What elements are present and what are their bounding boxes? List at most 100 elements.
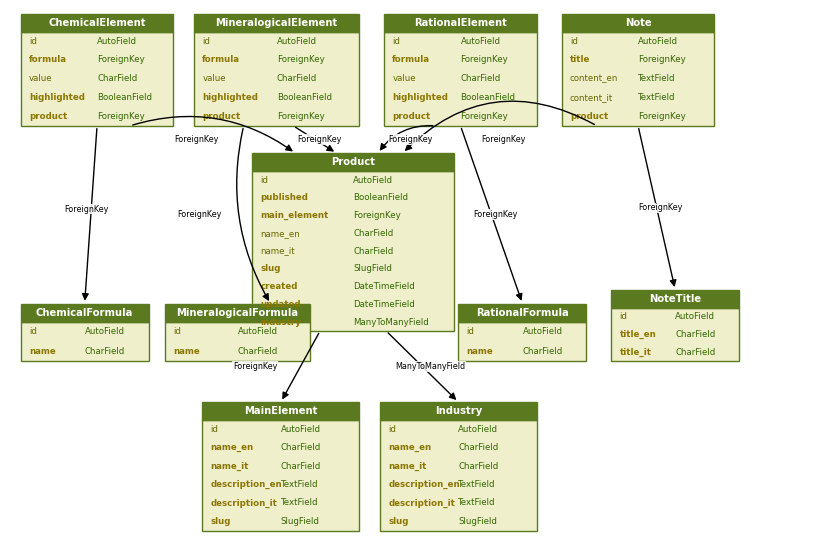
Text: created: created	[260, 282, 297, 291]
Text: id: id	[620, 312, 628, 321]
Text: name_it: name_it	[388, 462, 426, 471]
Text: AutoField: AutoField	[461, 37, 501, 45]
Text: TextField: TextField	[638, 74, 676, 83]
Text: name_en: name_en	[260, 229, 300, 238]
Text: Industry: Industry	[434, 406, 482, 416]
Text: ForeignKey: ForeignKey	[389, 135, 433, 144]
Text: ForeignKey: ForeignKey	[297, 135, 341, 144]
Text: DateTimeField: DateTimeField	[354, 300, 415, 309]
Text: ChemicalFormula: ChemicalFormula	[36, 307, 133, 318]
Text: id: id	[173, 327, 182, 336]
Text: AutoField: AutoField	[85, 327, 125, 336]
Text: ForeignKey: ForeignKey	[64, 205, 109, 214]
Text: TextField: TextField	[281, 480, 318, 489]
Text: TextField: TextField	[638, 93, 676, 102]
Bar	[21, 322, 149, 361]
Bar	[252, 153, 454, 171]
Text: MineralogicalElement: MineralogicalElement	[216, 18, 338, 28]
Text: id: id	[388, 425, 396, 434]
Text: ForeignKey: ForeignKey	[97, 55, 145, 65]
Text: CharField: CharField	[97, 74, 137, 83]
Bar	[380, 402, 537, 420]
Text: AutoField: AutoField	[638, 37, 678, 45]
Text: formula: formula	[29, 55, 67, 65]
Text: description_en: description_en	[211, 480, 282, 489]
Text: ManyToManyField: ManyToManyField	[396, 362, 466, 371]
Text: CharField: CharField	[461, 74, 501, 83]
Bar	[21, 304, 149, 322]
Text: Product: Product	[331, 157, 375, 167]
Bar	[21, 32, 173, 126]
Text: name: name	[173, 347, 200, 356]
Text: highlighted: highlighted	[29, 93, 85, 102]
Text: CharField: CharField	[523, 347, 563, 356]
Text: BooleanField: BooleanField	[461, 93, 515, 102]
Bar	[611, 290, 739, 308]
Text: CharField: CharField	[281, 443, 321, 452]
Text: id: id	[392, 37, 401, 45]
Text: main_element: main_element	[260, 211, 329, 220]
Text: value: value	[392, 74, 416, 83]
Text: slug: slug	[260, 264, 281, 274]
Text: AutoField: AutoField	[676, 312, 715, 321]
Text: ForeignKey: ForeignKey	[354, 211, 401, 220]
Text: RationalFormula: RationalFormula	[476, 307, 569, 318]
Text: TextField: TextField	[458, 480, 496, 489]
Bar	[194, 14, 359, 32]
Text: id: id	[260, 176, 268, 184]
Text: AutoField: AutoField	[97, 37, 137, 45]
Text: ForeignKey: ForeignKey	[482, 135, 526, 144]
Text: name_it: name_it	[211, 462, 249, 471]
Text: CharField: CharField	[354, 247, 393, 255]
Text: ForeignKey: ForeignKey	[97, 112, 145, 121]
Text: AutoField: AutoField	[354, 176, 393, 184]
Text: industry: industry	[260, 318, 301, 327]
Text: AutoField: AutoField	[523, 327, 563, 336]
Text: value: value	[29, 74, 53, 83]
Text: CharField: CharField	[85, 347, 125, 356]
Text: CharField: CharField	[458, 462, 499, 470]
Text: name: name	[467, 347, 493, 356]
Text: ForeignKey: ForeignKey	[638, 203, 683, 212]
Text: SlugField: SlugField	[354, 264, 392, 274]
Text: updated: updated	[260, 300, 301, 309]
Text: TextField: TextField	[458, 498, 496, 508]
Text: formula: formula	[392, 55, 430, 65]
Text: product: product	[392, 112, 430, 121]
Text: name: name	[29, 347, 55, 356]
Text: ForeignKey: ForeignKey	[461, 55, 508, 65]
Text: description_it: description_it	[388, 498, 455, 508]
Text: slug: slug	[388, 517, 409, 526]
Text: description_it: description_it	[211, 498, 278, 508]
Text: ForeignKey: ForeignKey	[473, 210, 518, 219]
Bar	[562, 32, 714, 126]
Text: CharField: CharField	[238, 347, 278, 356]
Text: Note: Note	[624, 18, 652, 28]
Bar	[165, 322, 310, 361]
Text: ChemicalElement: ChemicalElement	[48, 18, 146, 28]
Text: BooleanField: BooleanField	[354, 193, 408, 202]
Text: product: product	[29, 112, 67, 121]
Text: formula: formula	[202, 55, 240, 65]
Text: CharField: CharField	[281, 462, 321, 470]
Text: content_it: content_it	[570, 93, 613, 102]
Text: MineralogicalFormula: MineralogicalFormula	[177, 307, 298, 318]
Text: TextField: TextField	[281, 498, 318, 508]
Text: name_en: name_en	[211, 443, 254, 452]
Text: id: id	[570, 37, 578, 45]
Text: CharField: CharField	[458, 443, 499, 452]
Text: BooleanField: BooleanField	[97, 93, 152, 102]
Bar	[252, 171, 454, 331]
Bar	[202, 420, 359, 531]
Bar	[194, 32, 359, 126]
Text: MainElement: MainElement	[244, 406, 317, 416]
Text: ForeignKey: ForeignKey	[638, 55, 686, 65]
Text: title_en: title_en	[620, 330, 656, 339]
Text: SlugField: SlugField	[281, 517, 320, 526]
Text: name_it: name_it	[260, 247, 295, 255]
Text: id: id	[29, 37, 37, 45]
Text: id: id	[211, 425, 219, 434]
Text: highlighted: highlighted	[392, 93, 449, 102]
Bar	[611, 308, 739, 361]
Text: product: product	[202, 112, 240, 121]
